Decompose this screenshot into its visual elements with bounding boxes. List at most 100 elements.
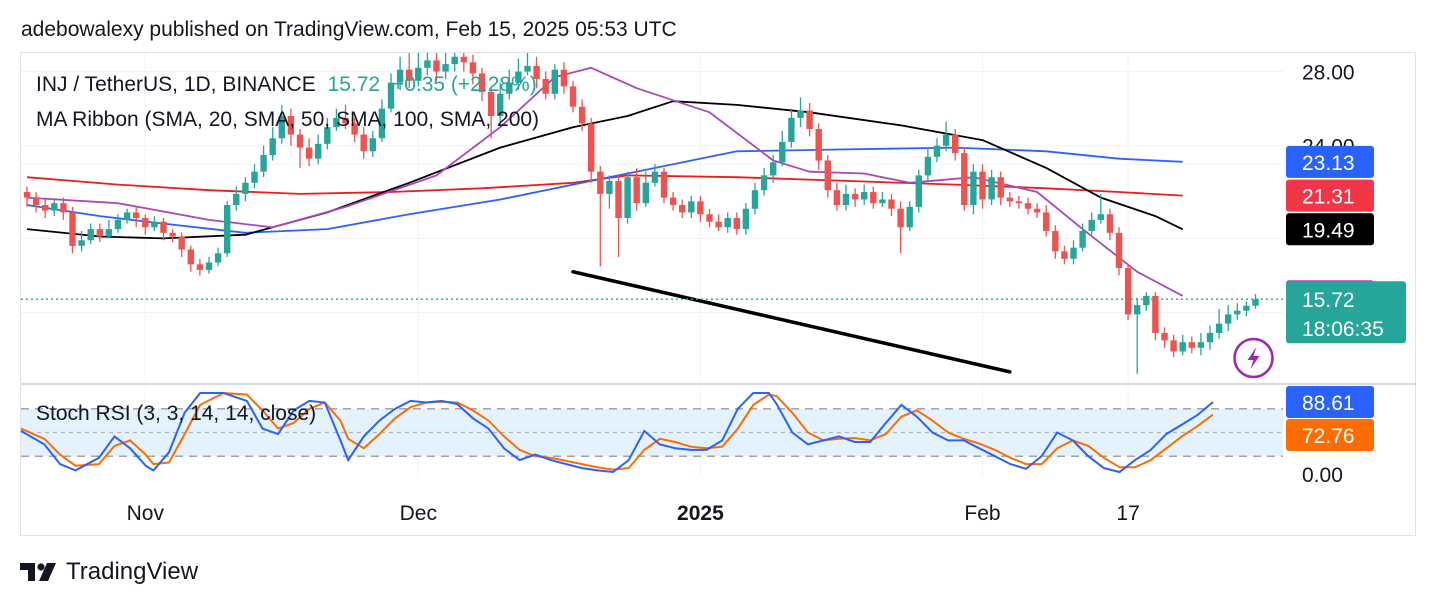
candle-body-6 (78, 240, 85, 246)
candle-body-30 (296, 134, 304, 148)
candle-body-26 (260, 154, 267, 172)
candle-body-79 (742, 208, 750, 230)
candle-body-2 (42, 205, 49, 211)
candle-125 (1161, 327, 1168, 348)
candle-6 (78, 230, 85, 252)
candle-98 (915, 169, 922, 213)
candle-body-10 (114, 219, 122, 230)
stoch-k-tag-value: 88.61 (1302, 392, 1355, 415)
candle-body-109 (1015, 201, 1023, 204)
candle-body-8 (96, 229, 103, 237)
candle-56 (533, 56, 540, 89)
candle-79 (742, 203, 750, 235)
candle-body-69 (651, 171, 659, 183)
candle-body-40 (387, 82, 395, 109)
candle-30 (296, 129, 304, 168)
candle-body-133 (1234, 310, 1241, 315)
candle-body-21 (214, 253, 222, 263)
candle-84 (788, 108, 795, 148)
ma-ribbon (26, 66, 1184, 297)
sma50-line (26, 100, 1184, 240)
drawings (21, 270, 1290, 379)
candle-15 (160, 218, 167, 241)
candle-body-52 (497, 93, 504, 117)
candle-127 (1179, 334, 1186, 356)
candle-body-27 (269, 138, 276, 155)
last-price-tag-countdown: 18:06:35 (1302, 318, 1384, 341)
candles (23, 53, 1259, 374)
candle-82 (770, 154, 777, 183)
candle-body-81 (760, 175, 768, 191)
candle-96 (897, 201, 904, 254)
candle-29 (287, 108, 295, 146)
candle-37 (360, 127, 367, 159)
candle-27 (269, 127, 276, 161)
candle-116 (1079, 223, 1086, 252)
symbol-label: INJ / TetherUS, 1D, BINANCE (36, 73, 316, 96)
candle-body-5 (69, 212, 76, 246)
candle-body-112 (1043, 212, 1050, 231)
candle-body-16 (169, 232, 176, 237)
candle-50 (478, 67, 486, 102)
candle-body-115 (1070, 247, 1077, 259)
candle-body-37 (360, 134, 367, 152)
sma20-line (26, 66, 1184, 297)
candle-3 (51, 199, 58, 217)
stoch-k-line (20, 392, 1214, 474)
candle-body-87 (815, 129, 822, 161)
candle-body-48 (460, 56, 467, 63)
candle-112 (1043, 205, 1050, 237)
candle-49 (469, 54, 477, 85)
candle-69 (651, 164, 659, 187)
candle-body-119 (1106, 214, 1114, 233)
candle-13 (142, 214, 149, 235)
candle-body-85 (797, 110, 804, 118)
candle-102 (952, 129, 959, 161)
candle-body-77 (724, 218, 731, 228)
candle-body-65 (615, 180, 622, 218)
candle-body-107 (997, 177, 1004, 198)
candle-32 (315, 134, 322, 165)
candle-12 (133, 206, 140, 228)
candle-body-41 (396, 69, 404, 83)
candle-body-14 (151, 221, 158, 228)
candle-body-84 (788, 117, 795, 142)
candle-body-63 (597, 171, 604, 194)
publish-header: adebowalexy published on TradingView.com… (21, 18, 677, 41)
candle-body-94 (879, 199, 886, 204)
candle-body-62 (588, 123, 595, 172)
candle-61 (578, 99, 586, 131)
candle-91 (851, 188, 859, 207)
candle-10 (114, 214, 122, 233)
time-tick-dec: Dec (400, 502, 437, 525)
time-tick-17: 17 (1116, 502, 1139, 525)
candle-78 (733, 212, 740, 235)
candle-59 (560, 62, 568, 94)
candle-126 (1170, 334, 1177, 358)
candle-body-101 (942, 134, 950, 146)
candle-43 (415, 53, 422, 87)
candle-body-7 (87, 229, 94, 241)
candle-body-110 (1024, 203, 1032, 209)
candle-44 (424, 53, 431, 76)
candle-93 (870, 186, 877, 209)
candle-body-130 (1206, 332, 1214, 343)
candle-131 (1215, 308, 1223, 339)
candle-body-71 (669, 197, 677, 206)
sma100-tag-value: 23.13 (1302, 152, 1355, 175)
candle-body-80 (751, 190, 759, 209)
candle-body-88 (824, 160, 831, 191)
candle-9 (105, 219, 113, 239)
candle-8 (96, 223, 103, 243)
candle-body-120 (1115, 232, 1123, 269)
candle-body-70 (660, 171, 668, 198)
candle-128 (1188, 336, 1195, 354)
candle-body-106 (988, 177, 995, 200)
candle-16 (169, 229, 176, 243)
candle-33 (324, 117, 331, 150)
candle-97 (906, 201, 913, 231)
candle-45 (433, 53, 440, 81)
candle-body-44 (424, 60, 431, 68)
candle-body-132 (1225, 314, 1232, 324)
